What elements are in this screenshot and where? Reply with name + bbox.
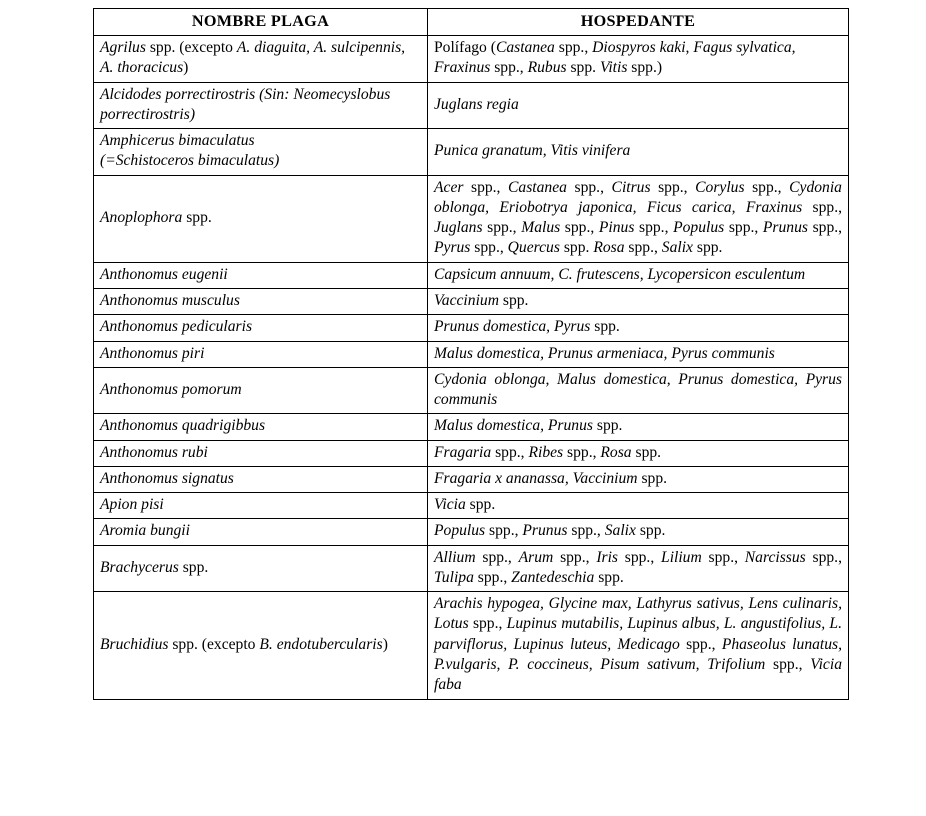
table-row: Bruchidius spp. (excepto B. endotubercul… (93, 591, 849, 700)
host-cell: Fragaria spp., Ribes spp., Rosa spp. (427, 439, 849, 467)
host-cell: Arachis hypogea, Glycine max, Lathyrus s… (427, 591, 849, 700)
table-row: Anthonomus pedicularis Prunus domestica,… (93, 314, 849, 342)
table-row: Anthonomus piri Malus domestica, Prunus … (93, 340, 849, 368)
host-cell: Populus spp., Prunus spp., Salix spp. (427, 518, 849, 546)
table-row: Alcidodes porrectirostris (Sin: Neomecys… (93, 81, 849, 130)
pest-name-cell: Anthonomus quadrigibbus (93, 413, 428, 441)
pest-name-cell: Amphicerus bimaculatus (=Schistoceros bim… (93, 128, 428, 176)
column-header-nombre-plaga: NOMBRE PLAGA (93, 7, 428, 37)
table-body: Agrilus spp. (excepto A. diaguita, A. su… (93, 35, 849, 700)
host-cell: Malus domestica, Prunus armeniaca, Pyrus… (427, 340, 849, 368)
host-cell: Acer spp., Castanea spp., Citrus spp., C… (427, 174, 849, 263)
pest-name-cell: Alcidodes porrectirostris (Sin: Neomecys… (93, 81, 428, 130)
pest-name-cell: Anthonomus piri (93, 340, 428, 368)
pest-name-cell: Anthonomus pomorum (93, 366, 428, 415)
table-row: Anthonomus eugenii Capsicum annuum, C. f… (93, 261, 849, 289)
pest-name-cell: Anthonomus musculus (93, 287, 428, 316)
pest-name-cell: Bruchidius spp. (excepto B. endotubercul… (93, 591, 428, 700)
table-row: Agrilus spp. (excepto A. diaguita, A. su… (93, 35, 849, 83)
table-row: Anoplophora spp. Acer spp., Castanea spp… (93, 174, 849, 263)
table-row: Aromia bungii Populus spp., Prunus spp.,… (93, 518, 849, 546)
host-cell: Juglans regia (427, 81, 849, 130)
pest-name-cell: Anthonomus eugenii (93, 261, 428, 289)
table-row: Anthonomus musculus Vaccinium spp. (93, 287, 849, 316)
table-row: Apion pisi Vicia spp. (93, 492, 849, 520)
table-row: Anthonomus pomorum Cydonia oblonga, Malu… (93, 366, 849, 415)
host-cell: Vicia spp. (427, 492, 849, 520)
pest-name-cell: Apion pisi (93, 492, 428, 520)
host-cell: Punica granatum, Vitis vinifera (427, 128, 849, 176)
pest-name-cell: Anoplophora spp. (93, 174, 428, 263)
table-row: Anthonomus quadrigibbus Malus domestica,… (93, 413, 849, 441)
host-cell: Polífago (Castanea spp., Diospyros kaki,… (427, 35, 849, 83)
host-cell: Capsicum annuum, C. frutescens, Lycopers… (427, 261, 849, 289)
table-row: Amphicerus bimaculatus (=Schistoceros bim… (93, 128, 849, 176)
host-cell: Allium spp., Arum spp., Iris spp., Liliu… (427, 544, 849, 593)
table-row: Brachycerus spp. Allium spp., Arum spp.,… (93, 544, 849, 593)
host-cell: Fragaria x ananassa, Vaccinium spp. (427, 465, 849, 494)
pest-name-cell: Aromia bungii (93, 518, 428, 546)
table-row: Anthonomus signatus Fragaria x ananassa,… (93, 465, 849, 494)
pest-name-cell: Anthonomus signatus (93, 465, 428, 494)
pest-name-cell: Brachycerus spp. (93, 544, 428, 593)
pest-name-cell: Anthonomus rubi (93, 439, 428, 467)
table-row: Anthonomus rubi Fragaria spp., Ribes spp… (93, 439, 849, 467)
column-header-hospedante: HOSPEDANTE (427, 7, 849, 37)
host-cell: Prunus domestica, Pyrus spp. (427, 314, 849, 342)
pest-name-cell: Agrilus spp. (excepto A. diaguita, A. su… (93, 35, 428, 83)
table-header: NOMBRE PLAGA HOSPEDANTE (93, 7, 849, 37)
quarantine-pest-table: NOMBRE PLAGA HOSPEDANTE Agrilus spp. (ex… (93, 7, 849, 700)
host-cell: Cydonia oblonga, Malus domestica, Prunus… (427, 366, 849, 415)
table-header-row: NOMBRE PLAGA HOSPEDANTE (93, 7, 849, 37)
host-cell: Vaccinium spp. (427, 287, 849, 316)
host-cell: Malus domestica, Prunus spp. (427, 413, 849, 441)
pest-name-cell: Anthonomus pedicularis (93, 314, 428, 342)
